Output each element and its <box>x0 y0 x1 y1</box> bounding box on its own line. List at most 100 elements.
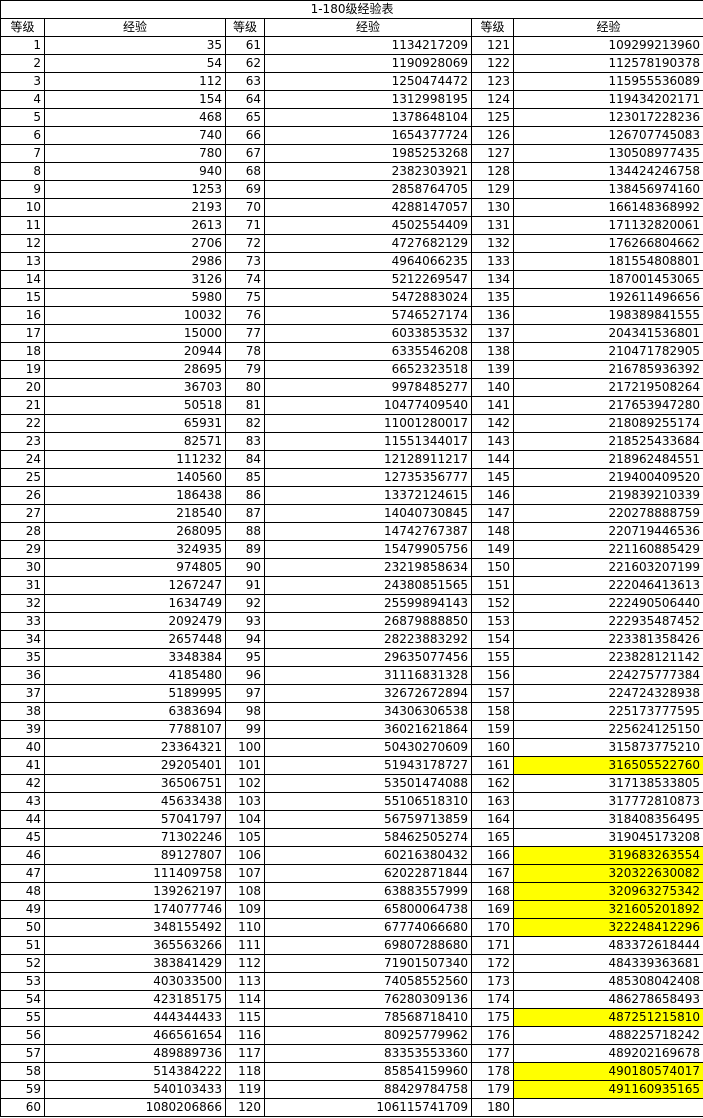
level-cell: 37 <box>0 684 45 703</box>
level-cell: 81 <box>225 396 265 415</box>
exp-cell: 11551344017 <box>264 432 472 451</box>
table-row: 10 2193 70 4288147057 130 166148368992 <box>0 198 703 217</box>
exp-cell: 220719446536 <box>512 522 703 541</box>
level-cell: 59 <box>0 1080 45 1099</box>
exp-cell: 171132820061 <box>512 216 703 235</box>
level-cell: 170 <box>471 918 514 937</box>
exp-cell: 139262197 <box>44 882 226 901</box>
exp-cell: 12128911217 <box>264 450 472 469</box>
exp-cell: 54 <box>44 54 226 73</box>
exp-cell: 11001280017 <box>264 414 472 433</box>
level-cell: 120 <box>225 1098 265 1117</box>
exp-cell: 4727682129 <box>264 234 472 253</box>
level-cell: 105 <box>225 828 265 847</box>
exp-cell: 491160935165 <box>512 1080 703 1099</box>
level-cell: 50 <box>0 918 45 937</box>
exp-cell: 6033853532 <box>264 324 472 343</box>
level-cell: 16 <box>0 306 45 325</box>
exp-cell: 224724328938 <box>512 684 703 703</box>
table-row: 44 57041797 104 56759713859 164 318408356495 <box>0 810 703 829</box>
exp-cell: 106115741709 <box>264 1098 472 1117</box>
table-row: 20 36703 80 9978485277 140 217219508264 <box>0 378 703 397</box>
table-row: 26 186438 86 13372124615 146 219839210339 <box>0 486 703 505</box>
exp-cell: 6652323518 <box>264 360 472 379</box>
table-row: 56 466561654 116 80925779962 176 488225718242 <box>0 1026 703 1045</box>
level-cell: 28 <box>0 522 45 541</box>
table-row: 8 940 68 2382303921 128 134424246758 <box>0 162 703 181</box>
exp-cell: 1312998195 <box>264 90 472 109</box>
exp-cell: 138456974160 <box>512 180 703 199</box>
level-cell: 21 <box>0 396 45 415</box>
exp-cell: 34306306538 <box>264 702 472 721</box>
exp-cell: 2706 <box>44 234 226 253</box>
exp-cell: 218962484551 <box>512 450 703 469</box>
level-cell: 69 <box>225 180 265 199</box>
level-cell: 31 <box>0 576 45 595</box>
exp-cell: 319045173208 <box>512 828 703 847</box>
level-cell: 123 <box>471 72 514 91</box>
exp-cell: 218525433684 <box>512 432 703 451</box>
exp-cell: 940 <box>44 162 226 181</box>
table-row: 23 82571 83 11551344017 143 218525433684 <box>0 432 703 451</box>
level-cell: 112 <box>225 954 265 973</box>
level-cell: 15 <box>0 288 45 307</box>
exp-cell: 10477409540 <box>264 396 472 415</box>
exp-cell: 315873775210 <box>512 738 703 757</box>
header-cell: 等级 <box>0 18 45 37</box>
level-cell: 100 <box>225 738 265 757</box>
level-cell: 24 <box>0 450 45 469</box>
exp-cell: 2382303921 <box>264 162 472 181</box>
level-cell: 9 <box>0 180 45 199</box>
level-cell: 42 <box>0 774 45 793</box>
exp-cell: 1378648104 <box>264 108 472 127</box>
exp-cell: 317138533805 <box>512 774 703 793</box>
level-cell: 83 <box>225 432 265 451</box>
exp-cell: 740 <box>44 126 226 145</box>
exp-cell: 4502554409 <box>264 216 472 235</box>
exp-cell: 15479905756 <box>264 540 472 559</box>
level-cell: 90 <box>225 558 265 577</box>
exp-cell: 134424246758 <box>512 162 703 181</box>
table-row: 1 35 61 1134217209 121 109299213960 <box>0 36 703 55</box>
level-cell: 8 <box>0 162 45 181</box>
exp-cell: 218089255174 <box>512 414 703 433</box>
exp-cell: 67774066680 <box>264 918 472 937</box>
exp-cell: 23364321 <box>44 738 226 757</box>
level-cell: 61 <box>225 36 265 55</box>
exp-cell: 319683263554 <box>512 846 703 865</box>
level-cell: 5 <box>0 108 45 127</box>
level-cell: 86 <box>225 486 265 505</box>
level-cell: 82 <box>225 414 265 433</box>
table-row: 60 1080206866 120 106115741709 180 <box>0 1098 703 1117</box>
exp-cell: 224275777384 <box>512 666 703 685</box>
level-cell: 152 <box>471 594 514 613</box>
table-row: 2 54 62 1190928069 122 112578190378 <box>0 54 703 73</box>
exp-cell: 89127807 <box>44 846 226 865</box>
level-cell: 3 <box>0 72 45 91</box>
exp-cell: 71901507340 <box>264 954 472 973</box>
exp-cell: 5212269547 <box>264 270 472 289</box>
exp-cell: 166148368992 <box>512 198 703 217</box>
table-row: 40 23364321 100 50430270609 160 315873775210 <box>0 738 703 757</box>
table-row: 24 111232 84 12128911217 144 218962484551 <box>0 450 703 469</box>
exp-cell: 80925779962 <box>264 1026 472 1045</box>
exp-cell: 14742767387 <box>264 522 472 541</box>
exp-cell: 223381358426 <box>512 630 703 649</box>
exp-cell: 444344433 <box>44 1008 226 1027</box>
table-row: 13 2986 73 4964066235 133 181554808801 <box>0 252 703 271</box>
level-cell: 157 <box>471 684 514 703</box>
exp-cell: 486278658493 <box>512 990 703 1009</box>
exp-cell: 365563266 <box>44 936 226 955</box>
exp-cell: 198389841555 <box>512 306 703 325</box>
exp-cell: 383841429 <box>44 954 226 973</box>
level-cell: 131 <box>471 216 514 235</box>
exp-cell: 324935 <box>44 540 226 559</box>
exp-cell: 216785936392 <box>512 360 703 379</box>
table-row: 59 540103433 119 88429784758 179 491160935165 <box>0 1080 703 1099</box>
level-cell: 56 <box>0 1026 45 1045</box>
exp-cell: 5189995 <box>44 684 226 703</box>
exp-cell: 115955536089 <box>512 72 703 91</box>
level-cell: 108 <box>225 882 265 901</box>
exp-cell: 7788107 <box>44 720 226 739</box>
exp-cell: 317772810873 <box>512 792 703 811</box>
